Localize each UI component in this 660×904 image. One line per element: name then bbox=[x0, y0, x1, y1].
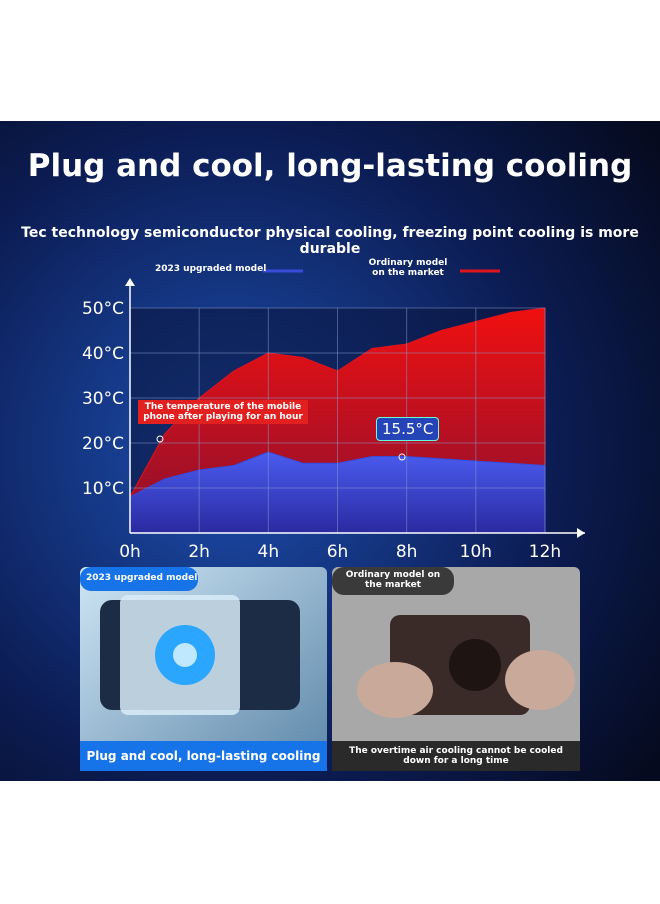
marker bbox=[156, 435, 164, 443]
arrow bbox=[577, 528, 585, 538]
tag-bg bbox=[332, 567, 454, 595]
x-tick-label: 10h bbox=[460, 542, 492, 562]
hand bbox=[357, 662, 433, 718]
fan-hub bbox=[173, 643, 197, 667]
panel-caption: The overtime air cooling cannot be coole… bbox=[349, 746, 563, 766]
marker bbox=[398, 453, 406, 461]
panel-caption: Plug and cool, long-lasting cooling bbox=[86, 749, 321, 763]
x-tick-label: 4h bbox=[258, 542, 280, 562]
x-tick-label: 12h bbox=[529, 542, 561, 562]
y-tick-label: 50°C bbox=[82, 299, 124, 319]
legend-label: 2023 upgraded model bbox=[155, 264, 267, 274]
x-tick-label: 6h bbox=[327, 542, 349, 562]
y-tick-label: 20°C bbox=[82, 434, 124, 454]
x-tick-label: 8h bbox=[396, 542, 418, 562]
caption-bar bbox=[332, 741, 580, 771]
tag-bg bbox=[80, 567, 198, 591]
arrow bbox=[125, 278, 135, 286]
x-tick-label: 2h bbox=[188, 542, 210, 562]
panel-tag: Ordinary model on the market bbox=[345, 570, 441, 590]
cooler-fan bbox=[449, 639, 501, 691]
y-tick-label: 10°C bbox=[82, 479, 124, 499]
hand bbox=[505, 650, 575, 710]
panel-tag: 2023 upgraded model bbox=[86, 573, 198, 583]
x-tick-label: 0h bbox=[119, 542, 141, 562]
title: Plug and cool, long-lasting cooling bbox=[27, 148, 633, 184]
subtitle: Tec technology semiconductor physical co… bbox=[21, 225, 639, 257]
annotation: 15.5°C bbox=[376, 417, 440, 441]
y-tick-label: 30°C bbox=[82, 389, 124, 409]
annotation: The temperature of the mobile phone afte… bbox=[138, 400, 308, 424]
y-tick-label: 40°C bbox=[82, 344, 124, 364]
legend-label: Ordinary model on the market bbox=[368, 258, 448, 278]
caption-bar bbox=[80, 741, 327, 771]
